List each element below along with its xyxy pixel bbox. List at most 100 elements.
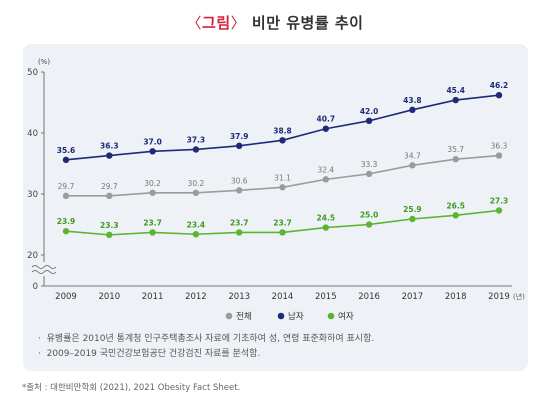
x-axis-unit: (년) <box>513 292 525 301</box>
data-point-female <box>192 231 200 238</box>
x-tick-label: 2014 <box>272 292 294 302</box>
data-label-female: 23.7 <box>143 218 162 227</box>
data-point-total <box>279 184 286 191</box>
data-point-male <box>106 152 113 159</box>
legend-label-female: 여자 <box>338 311 354 322</box>
data-point-female <box>409 215 416 223</box>
legend-item-male: 남자 <box>277 312 304 322</box>
data-label-total: 33.3 <box>361 160 378 169</box>
note-item: · 2009–2019 국민건강보험공단 건강검진 자료를 분석함. <box>38 349 261 359</box>
data-point-total <box>62 192 70 200</box>
data-label-male: 37.3 <box>187 135 206 144</box>
data-point-male <box>279 137 286 144</box>
data-point-total <box>365 170 373 178</box>
data-point-male <box>149 148 156 155</box>
data-label-male: 35.6 <box>57 146 76 155</box>
y-tick-label: 0 <box>33 282 38 292</box>
legend-marker-total <box>225 312 233 320</box>
data-point-female <box>495 207 503 214</box>
legend-marker-female <box>327 312 335 320</box>
data-label-total: 29.7 <box>58 182 75 191</box>
data-point-total <box>106 192 113 200</box>
data-point-total <box>322 176 329 183</box>
chart-panel <box>23 44 528 371</box>
data-point-female <box>62 228 70 235</box>
data-point-total <box>495 152 503 159</box>
x-tick-label: 2011 <box>142 292 164 302</box>
data-label-total: 30.2 <box>144 179 161 188</box>
data-point-total <box>409 162 416 169</box>
x-tick-label: 2019 <box>488 292 510 302</box>
y-tick-label: 30 <box>27 190 38 200</box>
legend-item-total: 전체 <box>225 311 252 322</box>
figure-title-text: 비만 유병률 추이 <box>251 14 364 32</box>
data-point-male <box>452 96 459 104</box>
data-point-total <box>236 187 243 194</box>
data-label-male: 36.3 <box>100 142 119 151</box>
data-point-female <box>236 229 243 236</box>
data-point-male <box>495 91 503 99</box>
series-female: 23.9 23.3 23.7 23.4 23.7 23.7 24.5 25.0 25.9 26.5… <box>57 196 509 239</box>
series-total: 29.7 29.7 30.2 30.2 30.6 31.1 32.4 33.3 34.7 35.7… <box>58 142 508 200</box>
figure-label: 그림 <box>202 14 231 32</box>
x-tick-label: 2010 <box>98 292 120 302</box>
data-label-female: 23.9 <box>57 217 76 226</box>
data-point-female <box>279 229 286 236</box>
data-point-male <box>192 146 200 153</box>
data-point-male <box>365 117 373 125</box>
data-point-total <box>452 156 459 163</box>
x-tick-label: 2017 <box>402 292 424 302</box>
data-label-male: 43.8 <box>403 96 422 105</box>
data-point-male <box>62 156 70 164</box>
series-male: 35.6 36.3 37.0 37.3 37.9 38.8 40.7 42.0 43.8 45.4… <box>57 81 509 164</box>
data-point-male <box>322 125 329 132</box>
x-tick-label: 2009 <box>55 292 77 302</box>
data-label-total: 32.4 <box>317 165 334 174</box>
chart-title: 〈그림〉 비만 유병률 추이 <box>186 14 364 32</box>
y-tick-label: 20 <box>27 251 38 261</box>
data-label-male: 46.2 <box>490 81 509 90</box>
data-point-female <box>452 212 459 219</box>
y-tick-label: 50 <box>27 68 38 78</box>
data-label-female: 27.3 <box>490 196 509 205</box>
data-label-female: 24.5 <box>317 214 336 223</box>
y-tick-label: 40 <box>27 129 38 139</box>
legend-label-male: 남자 <box>288 312 304 322</box>
data-label-total: 30.6 <box>231 176 248 185</box>
data-point-female <box>365 221 373 228</box>
data-label-total: 29.7 <box>101 182 118 191</box>
x-tick-label: 2016 <box>358 292 380 302</box>
y-axis-unit: (%) <box>38 58 50 66</box>
data-point-total <box>149 189 156 196</box>
data-label-total: 31.1 <box>274 173 291 182</box>
data-label-male: 37.0 <box>143 137 162 146</box>
data-point-female <box>322 224 329 231</box>
data-label-total: 36.3 <box>491 142 508 151</box>
x-tick-label: 2015 <box>315 292 337 302</box>
x-tick-label: 2013 <box>228 292 250 302</box>
axis-break-mark <box>31 270 57 274</box>
axis-break-mark <box>31 265 57 269</box>
data-label-male: 37.9 <box>230 132 249 141</box>
data-label-female: 25.0 <box>360 211 379 220</box>
data-point-male <box>236 142 243 150</box>
data-label-male: 45.4 <box>446 86 465 95</box>
data-label-total: 34.7 <box>404 151 421 160</box>
data-label-male: 40.7 <box>317 115 336 124</box>
data-label-total: 30.2 <box>188 179 205 188</box>
legend-label-total: 전체 <box>236 311 252 322</box>
data-label-female: 23.4 <box>187 220 206 229</box>
data-label-female: 25.9 <box>403 205 422 214</box>
data-label-female: 23.3 <box>100 221 119 230</box>
data-label-female: 23.7 <box>230 218 249 227</box>
data-point-male <box>409 106 416 114</box>
data-label-male: 38.8 <box>273 126 292 135</box>
x-tick-label: 2012 <box>185 292 207 302</box>
note-item: · 유병률은 2010년 통계청 인구주택총조사 자료에 기초하여 성, 연령 … <box>38 334 375 344</box>
legend-marker-male <box>277 312 285 320</box>
x-tick-label: 2018 <box>445 292 467 302</box>
data-label-female: 23.7 <box>273 218 292 227</box>
data-label-total: 35.7 <box>447 145 464 154</box>
data-point-female <box>149 229 156 236</box>
legend-item-female: 여자 <box>327 311 354 322</box>
